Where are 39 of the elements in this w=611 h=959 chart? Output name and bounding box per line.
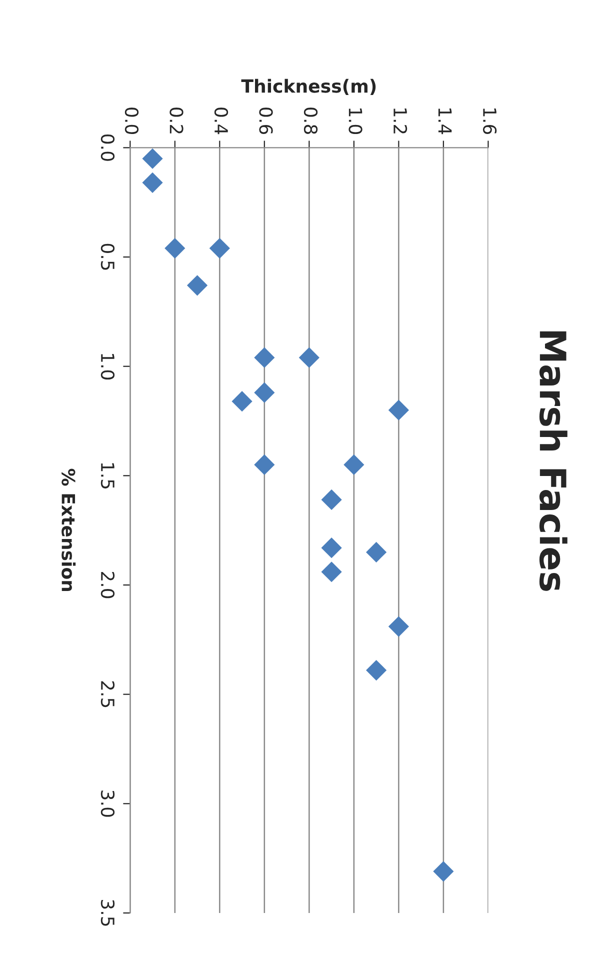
y-tick-label: 2.0 [100, 572, 115, 598]
point [164, 238, 186, 259]
point [366, 542, 387, 562]
x-tick-label: 0.0 [124, 108, 139, 134]
point [388, 616, 409, 637]
y-tick-label: 0.5 [100, 244, 115, 270]
y-tick-label: 1.5 [100, 463, 114, 488]
point [142, 148, 163, 169]
text: Marsh Facies [539, 331, 568, 591]
x-axis-title: Thickness(m) [241, 78, 376, 95]
x-tick-label: 1.2 [394, 108, 408, 134]
x-tick-label: 1.0 [348, 108, 362, 134]
y-tick-label: 3.5 [100, 900, 115, 926]
x-tick-label: 1.4 [438, 108, 452, 134]
point [298, 347, 320, 368]
point [254, 382, 275, 403]
point [232, 391, 252, 412]
y-tick-label: 2.5 [100, 681, 115, 708]
point [344, 454, 364, 476]
point [321, 562, 342, 582]
point [142, 172, 163, 193]
point [321, 489, 342, 510]
point [388, 400, 409, 420]
point [321, 538, 342, 558]
point [433, 861, 454, 882]
x-tick-label: 0.6 [259, 108, 273, 134]
y-tick-label: 1.0 [100, 354, 115, 380]
y-tick-label: 0.0 [100, 134, 115, 161]
point [366, 660, 387, 681]
point [254, 347, 275, 368]
point [254, 454, 275, 476]
point [209, 238, 230, 259]
y-tick-label: 3.0 [100, 790, 115, 817]
x-tick-label: 1.6 [482, 108, 497, 134]
y-axis-title: % Extension [62, 468, 76, 592]
x-tick-label: 0.4 [214, 108, 228, 134]
x-tick-label: 0.8 [304, 108, 318, 134]
x-tick-label: 0.2 [170, 108, 184, 134]
point [186, 275, 208, 296]
